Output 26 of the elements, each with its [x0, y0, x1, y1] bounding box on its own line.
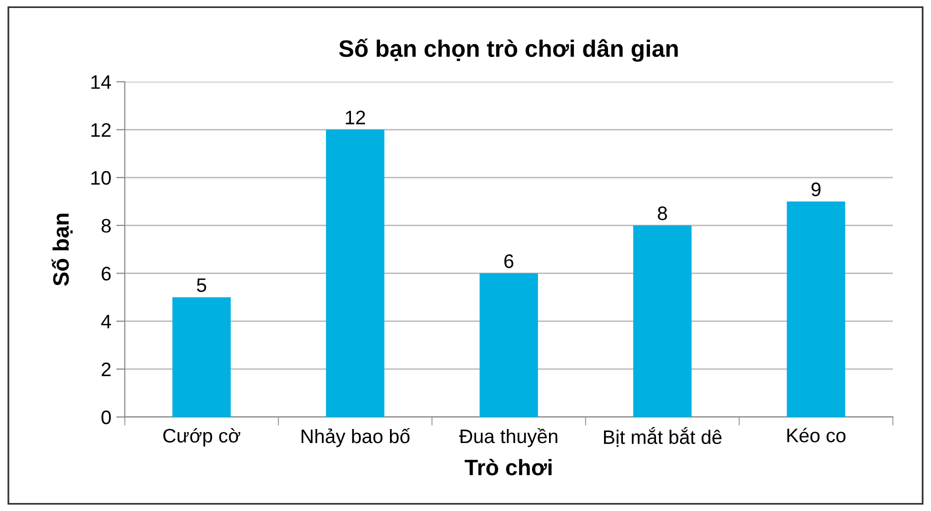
bar	[326, 130, 384, 417]
y-tick-label: 0	[102, 410, 111, 424]
x-tick-label: Nhảy bao bố	[302, 428, 410, 448]
data-label: 5	[196, 278, 206, 292]
y-tick-label: 4	[101, 314, 111, 328]
y-axis-title: Số bạn	[52, 214, 73, 286]
y-tick-label: 10	[91, 171, 111, 185]
y-tick-label: 14	[91, 75, 111, 89]
data-label: 6	[504, 254, 514, 268]
x-tick-label: Cướp cờ	[163, 428, 240, 446]
data-label: 8	[658, 206, 667, 220]
chart-title: Số bạn chọn trò chơi dân gian	[339, 38, 678, 62]
x-tick-label: Bịt mắt bắt dê	[604, 427, 722, 447]
y-tick-label: 2	[102, 362, 111, 376]
data-label: 9	[812, 182, 821, 196]
x-tick-label: Kéo co	[787, 428, 846, 442]
y-tick-label: 6	[102, 266, 111, 281]
bar	[633, 225, 692, 417]
data-label: 12	[346, 110, 366, 124]
y-tick-label: 8	[102, 218, 111, 233]
x-axis-title: Trò chơi	[464, 458, 552, 476]
bar	[786, 201, 846, 417]
x-tick-label: Đua thuyền	[459, 428, 558, 448]
bar	[480, 273, 538, 417]
y-tick-label: 12	[91, 123, 111, 137]
bar	[172, 297, 231, 417]
